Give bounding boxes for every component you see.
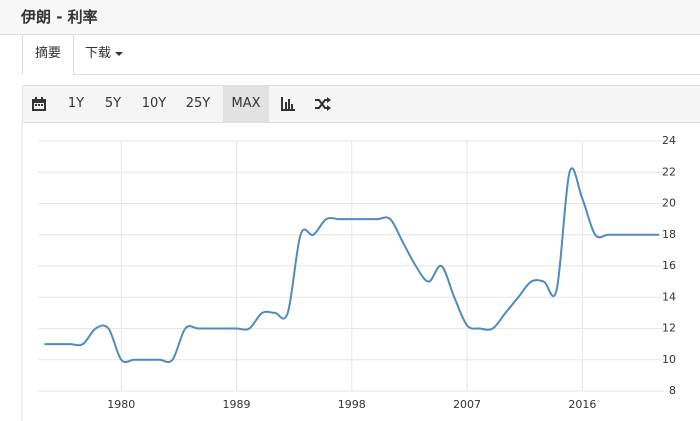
y-tick-label: 8 xyxy=(669,384,676,397)
title-bar: 伊朗 - 利率 xyxy=(0,0,700,35)
calendar-icon[interactable] xyxy=(32,97,46,111)
y-tick-label: 16 xyxy=(662,259,676,272)
tab[interactable]: 摘要 xyxy=(23,35,74,75)
y-tick-label: 18 xyxy=(662,228,676,241)
line-series xyxy=(44,167,660,364)
y-tick-label: 20 xyxy=(662,197,676,210)
y-tick-label: 24 xyxy=(662,134,676,147)
y-tick-label: 22 xyxy=(662,165,676,178)
y-tick-label: 14 xyxy=(662,290,676,303)
page-title: 伊朗 - 利率 xyxy=(21,8,98,26)
tab[interactable]: 下载 xyxy=(85,35,124,74)
chart: 8 10 12 14 16 18 20 22 24 1980 1989 1998 2007 2016 xyxy=(21,123,676,421)
tabs: 摘要 下载 xyxy=(22,35,700,75)
caret xyxy=(115,51,124,56)
x-tick-label: 2007 xyxy=(453,398,481,411)
x-tick-label: 1998 xyxy=(338,398,366,411)
shuffle-icon[interactable] xyxy=(315,97,331,111)
y-tick-label: 12 xyxy=(662,322,676,335)
range-button[interactable]: 5Y xyxy=(104,96,122,111)
bar-chart-icon[interactable] xyxy=(281,97,295,111)
range-button[interactable]: 25Y xyxy=(185,96,211,111)
x-tick-label: 1989 xyxy=(223,398,251,411)
x-tick-label: 1980 xyxy=(107,398,135,411)
y-tick-label: 10 xyxy=(662,353,676,366)
tab-label[interactable]: 下载 xyxy=(85,46,112,61)
range-button[interactable]: 10Y xyxy=(141,96,167,111)
toolbar: 1Y 5Y 10Y 25Y MAX xyxy=(22,85,700,123)
range-button[interactable]: 1Y xyxy=(67,96,85,111)
range-button[interactable]: MAX xyxy=(223,86,269,122)
x-tick-label: 2016 xyxy=(568,398,596,411)
